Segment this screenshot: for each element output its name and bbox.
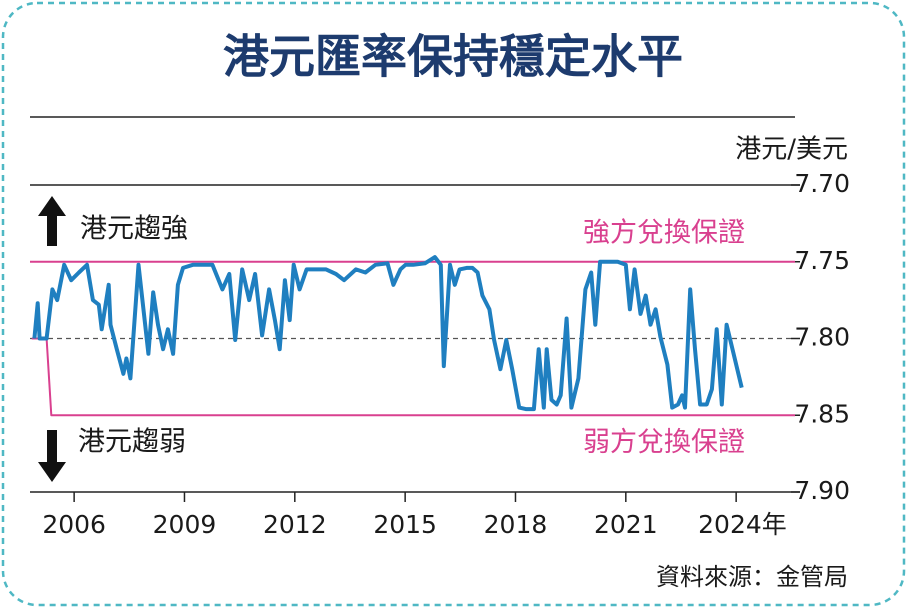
y-tick-label: 7.70	[794, 169, 850, 198]
band-label: 強方兌換保證	[583, 217, 745, 248]
annotation-strong: 港元趨強	[80, 214, 188, 245]
down-arrow	[38, 430, 66, 482]
up-arrow	[38, 196, 66, 246]
x-tick-label: 2012	[263, 510, 327, 539]
source: 資料來源：金管局	[656, 563, 848, 591]
x-tick-label: 2024年	[698, 510, 787, 539]
rate-line	[32, 255, 744, 412]
y-tick-label: 7.75	[794, 246, 850, 275]
x-tick-label: 2009	[153, 510, 217, 539]
x-tick-label: 2015	[373, 510, 437, 539]
y-tick-label: 7.85	[794, 399, 850, 428]
y-axis-label: 港元/美元	[735, 135, 848, 165]
y-tick-label: 7.90	[794, 476, 850, 505]
x-tick-label: 2006	[42, 510, 106, 539]
x-tick-label: 2021	[594, 510, 658, 539]
annotation-weak: 港元趨弱	[78, 427, 186, 458]
band-label: 弱方兌換保證	[583, 427, 745, 458]
x-tick-label: 2018	[484, 510, 548, 539]
y-tick-label: 7.80	[794, 323, 850, 352]
chart-title: 港元匯率保持穩定水平	[223, 30, 683, 84]
